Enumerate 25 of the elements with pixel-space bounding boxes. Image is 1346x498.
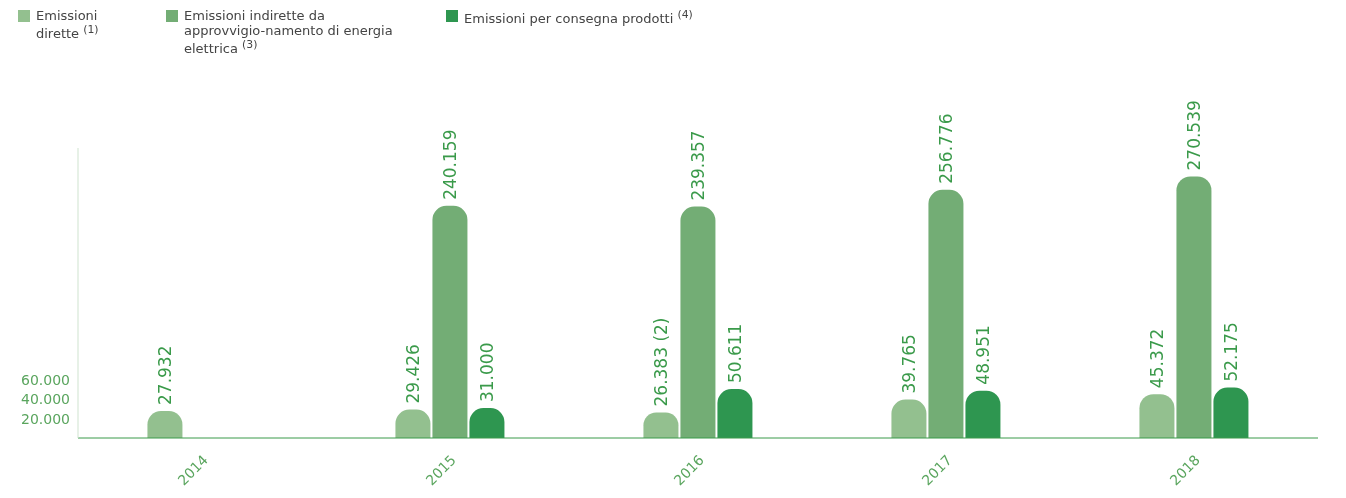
data-label: 45.372	[1146, 328, 1167, 389]
legend-label: Emissioni dirette $^{(1)}$	[36, 8, 99, 42]
bar	[680, 206, 716, 438]
y-tick-label: 40.000	[21, 391, 70, 408]
legend-label: Emissioni indirette da approvvigio-namento di energia elettrica $^{(3)}$	[184, 8, 393, 57]
data-label: 26.383 (2)	[650, 317, 671, 407]
data-label: 256.776	[935, 113, 956, 184]
y-tick-label: 60.000	[21, 371, 70, 388]
y-tick-label: 20.000	[21, 410, 70, 427]
data-label: 48.951	[972, 325, 993, 385]
bar	[1139, 394, 1175, 438]
bar	[1176, 176, 1212, 438]
bar	[928, 189, 964, 438]
data-label: 39.765	[898, 334, 919, 394]
data-label: 239.357	[687, 130, 708, 201]
data-label: 31.000	[476, 342, 497, 403]
data-label: 50.611	[724, 323, 745, 384]
data-label: 29.426	[402, 344, 423, 404]
legend-label: Emissioni per consegna prodotti $^{(4)}$	[464, 8, 693, 27]
bar	[891, 399, 927, 438]
data-label: 240.159	[439, 129, 460, 200]
data-label: 270.539	[1183, 100, 1204, 171]
data-label: 52.175	[1220, 322, 1241, 382]
data-label: 27.932	[154, 345, 175, 405]
bar	[432, 205, 468, 438]
